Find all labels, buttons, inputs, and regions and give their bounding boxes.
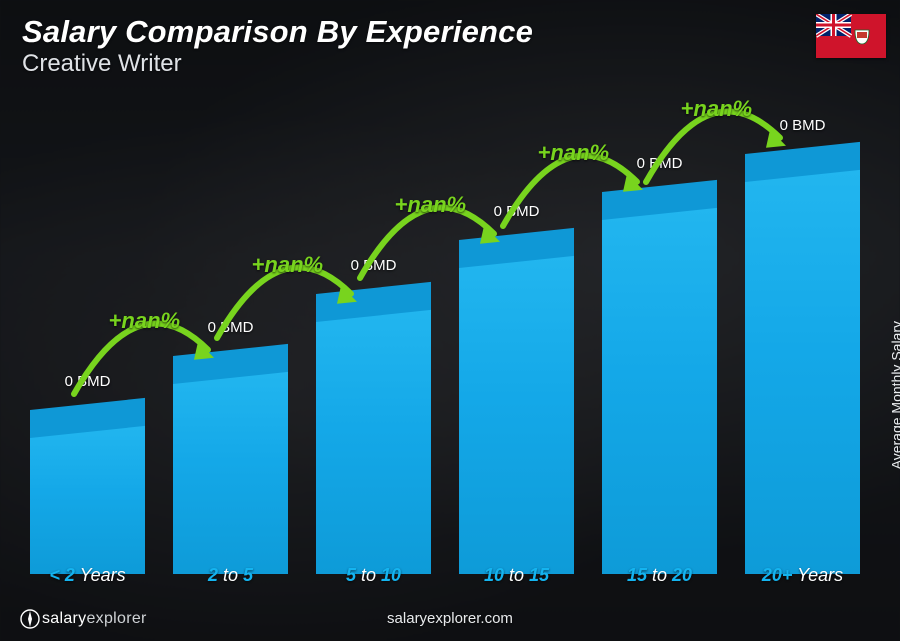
x-axis-label: 15 to 20	[602, 565, 717, 586]
x-axis-labels: < 2 Years 2 to 5 5 to 10 10 to 15 15 to 20 20…	[30, 565, 860, 586]
bar-front-face	[316, 308, 431, 574]
chart-title: Salary Comparison By Experience	[22, 14, 533, 50]
bar-value-label: 0 BMD	[65, 373, 111, 390]
chart-subtitle: Creative Writer	[22, 50, 182, 78]
bar-front-face	[602, 206, 717, 574]
bar-value-label: 0 BMD	[208, 319, 254, 336]
bar-front-face	[30, 424, 145, 574]
x-axis-label: 5 to 10	[316, 565, 431, 586]
bar	[316, 280, 431, 546]
footer-url: salaryexplorer.com	[0, 610, 900, 627]
bar	[745, 140, 860, 546]
bar-value-label: 0 BMD	[780, 117, 826, 134]
bar-column: 0 BMD	[30, 90, 145, 546]
bar-value-label: 0 BMD	[494, 203, 540, 220]
bar-value-label: 0 BMD	[351, 257, 397, 274]
bar-column: 0 BMD	[459, 90, 574, 546]
x-axis-label: 2 to 5	[173, 565, 288, 586]
bar	[173, 342, 288, 546]
x-axis-label: < 2 Years	[30, 565, 145, 586]
x-axis-label: 10 to 15	[459, 565, 574, 586]
bar-chart: 0 BMD 0 BMD 0 BMD 0 BMD 0 BMD 0 BMD	[30, 90, 860, 546]
bar-front-face	[173, 370, 288, 574]
flag-bermuda	[816, 14, 886, 58]
bar-front-face	[745, 168, 860, 574]
y-axis-label: Average Monthly Salary	[888, 321, 900, 469]
bar	[30, 396, 145, 546]
x-axis-label: 20+ Years	[745, 565, 860, 586]
bar-column: 0 BMD	[602, 90, 717, 546]
bar-column: 0 BMD	[745, 90, 860, 546]
bar-front-face	[459, 254, 574, 574]
bar	[459, 226, 574, 546]
bar-column: 0 BMD	[316, 90, 431, 546]
bar	[602, 178, 717, 546]
bar-column: 0 BMD	[173, 90, 288, 546]
bar-value-label: 0 BMD	[637, 155, 683, 172]
